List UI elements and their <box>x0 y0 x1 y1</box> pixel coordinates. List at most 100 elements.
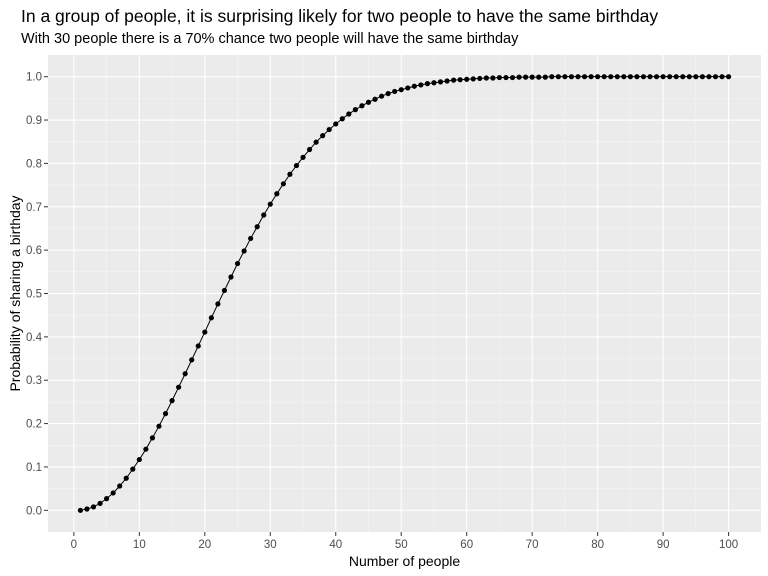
data-point <box>660 74 666 80</box>
data-point <box>725 74 732 80</box>
data-point <box>536 74 542 80</box>
data-point <box>293 162 300 169</box>
data-point <box>621 74 627 80</box>
data-point <box>444 78 450 84</box>
data-point <box>274 191 280 197</box>
data-point <box>706 74 712 80</box>
data-point <box>496 74 503 81</box>
data-point <box>117 483 123 489</box>
x-tick-label: 60 <box>460 539 473 551</box>
data-point <box>581 74 588 80</box>
x-tick-label: 0 <box>71 539 77 551</box>
data-point <box>608 74 614 80</box>
data-point <box>634 74 640 80</box>
series-line <box>80 76 729 511</box>
data-point <box>372 96 378 102</box>
data-point <box>84 506 90 512</box>
data-point <box>418 82 424 88</box>
data-point <box>431 80 437 86</box>
data-point <box>97 500 103 506</box>
data-point <box>398 87 404 93</box>
data-point <box>385 90 391 97</box>
data-point <box>189 357 195 363</box>
y-tick-label: 0.0 <box>26 505 42 517</box>
data-point <box>699 74 706 80</box>
data-point <box>470 76 476 82</box>
x-tick-label: 20 <box>198 539 211 551</box>
data-point <box>123 475 129 481</box>
data-point <box>483 75 489 81</box>
x-axis-title: Number of people <box>349 553 461 569</box>
data-point <box>156 423 162 429</box>
data-point <box>673 74 679 80</box>
data-point <box>90 504 97 510</box>
x-tick-label: 100 <box>719 539 738 551</box>
data-point <box>562 74 568 80</box>
data-point <box>451 77 457 83</box>
data-point <box>680 74 686 80</box>
x-tick-label: 80 <box>591 539 604 551</box>
data-point <box>392 88 398 95</box>
data-point <box>627 74 633 80</box>
data-point <box>686 74 692 80</box>
y-tick-label: 0.3 <box>26 375 42 387</box>
y-tick-label: 0.9 <box>26 115 42 127</box>
data-point <box>601 74 607 80</box>
data-point <box>405 85 411 91</box>
y-tick-label: 0.7 <box>26 202 42 214</box>
data-point <box>339 116 345 122</box>
chart-subtitle: With 30 people there is a 70% chance two… <box>21 31 519 47</box>
data-point <box>529 74 535 80</box>
data-point <box>143 446 149 452</box>
major-grid <box>48 55 761 532</box>
data-point <box>568 74 575 80</box>
data-point <box>588 74 594 80</box>
data-point <box>477 75 483 82</box>
data-point <box>261 212 267 218</box>
data-point <box>464 76 470 82</box>
data-point <box>647 74 653 80</box>
data-point <box>490 75 496 81</box>
data-point <box>516 74 522 80</box>
data-point <box>182 371 188 377</box>
data-point <box>653 74 660 80</box>
data-point <box>254 224 260 230</box>
x-tick-label: 50 <box>395 539 408 551</box>
chart-title: In a group of people, it is surprising l… <box>21 6 659 26</box>
data-point <box>365 99 372 105</box>
y-tick-label: 0.5 <box>26 289 42 301</box>
data-point <box>195 343 201 349</box>
data-point <box>234 260 241 267</box>
x-tick-label: 30 <box>264 539 277 551</box>
data-point <box>241 248 247 254</box>
data-point <box>503 74 509 81</box>
data-point <box>313 139 319 145</box>
x-tick-label: 70 <box>526 539 539 551</box>
y-tick-label: 0.8 <box>26 158 42 170</box>
data-point <box>136 456 142 463</box>
data-point <box>352 107 358 113</box>
data-point <box>208 315 214 321</box>
data-point <box>523 74 529 80</box>
data-point <box>130 466 136 472</box>
data-point <box>693 74 699 80</box>
data-point <box>221 287 228 294</box>
y-axis-title: Probability of sharing a birthday <box>7 195 23 391</box>
data-point <box>149 435 156 441</box>
data-point <box>287 171 293 177</box>
data-point <box>614 74 620 80</box>
data-point <box>437 79 444 85</box>
data-point <box>162 411 169 417</box>
data-point <box>333 121 339 127</box>
data-point <box>228 274 234 280</box>
y-tick-label: 0.4 <box>26 332 43 344</box>
data-point <box>202 329 208 335</box>
data-point <box>424 81 431 87</box>
data-point <box>110 490 116 496</box>
data-point <box>509 74 516 81</box>
y-tick-label: 0.1 <box>26 462 42 474</box>
data-point <box>549 74 555 80</box>
data-point <box>712 74 719 80</box>
data-point <box>346 111 352 117</box>
data-point <box>457 77 463 83</box>
